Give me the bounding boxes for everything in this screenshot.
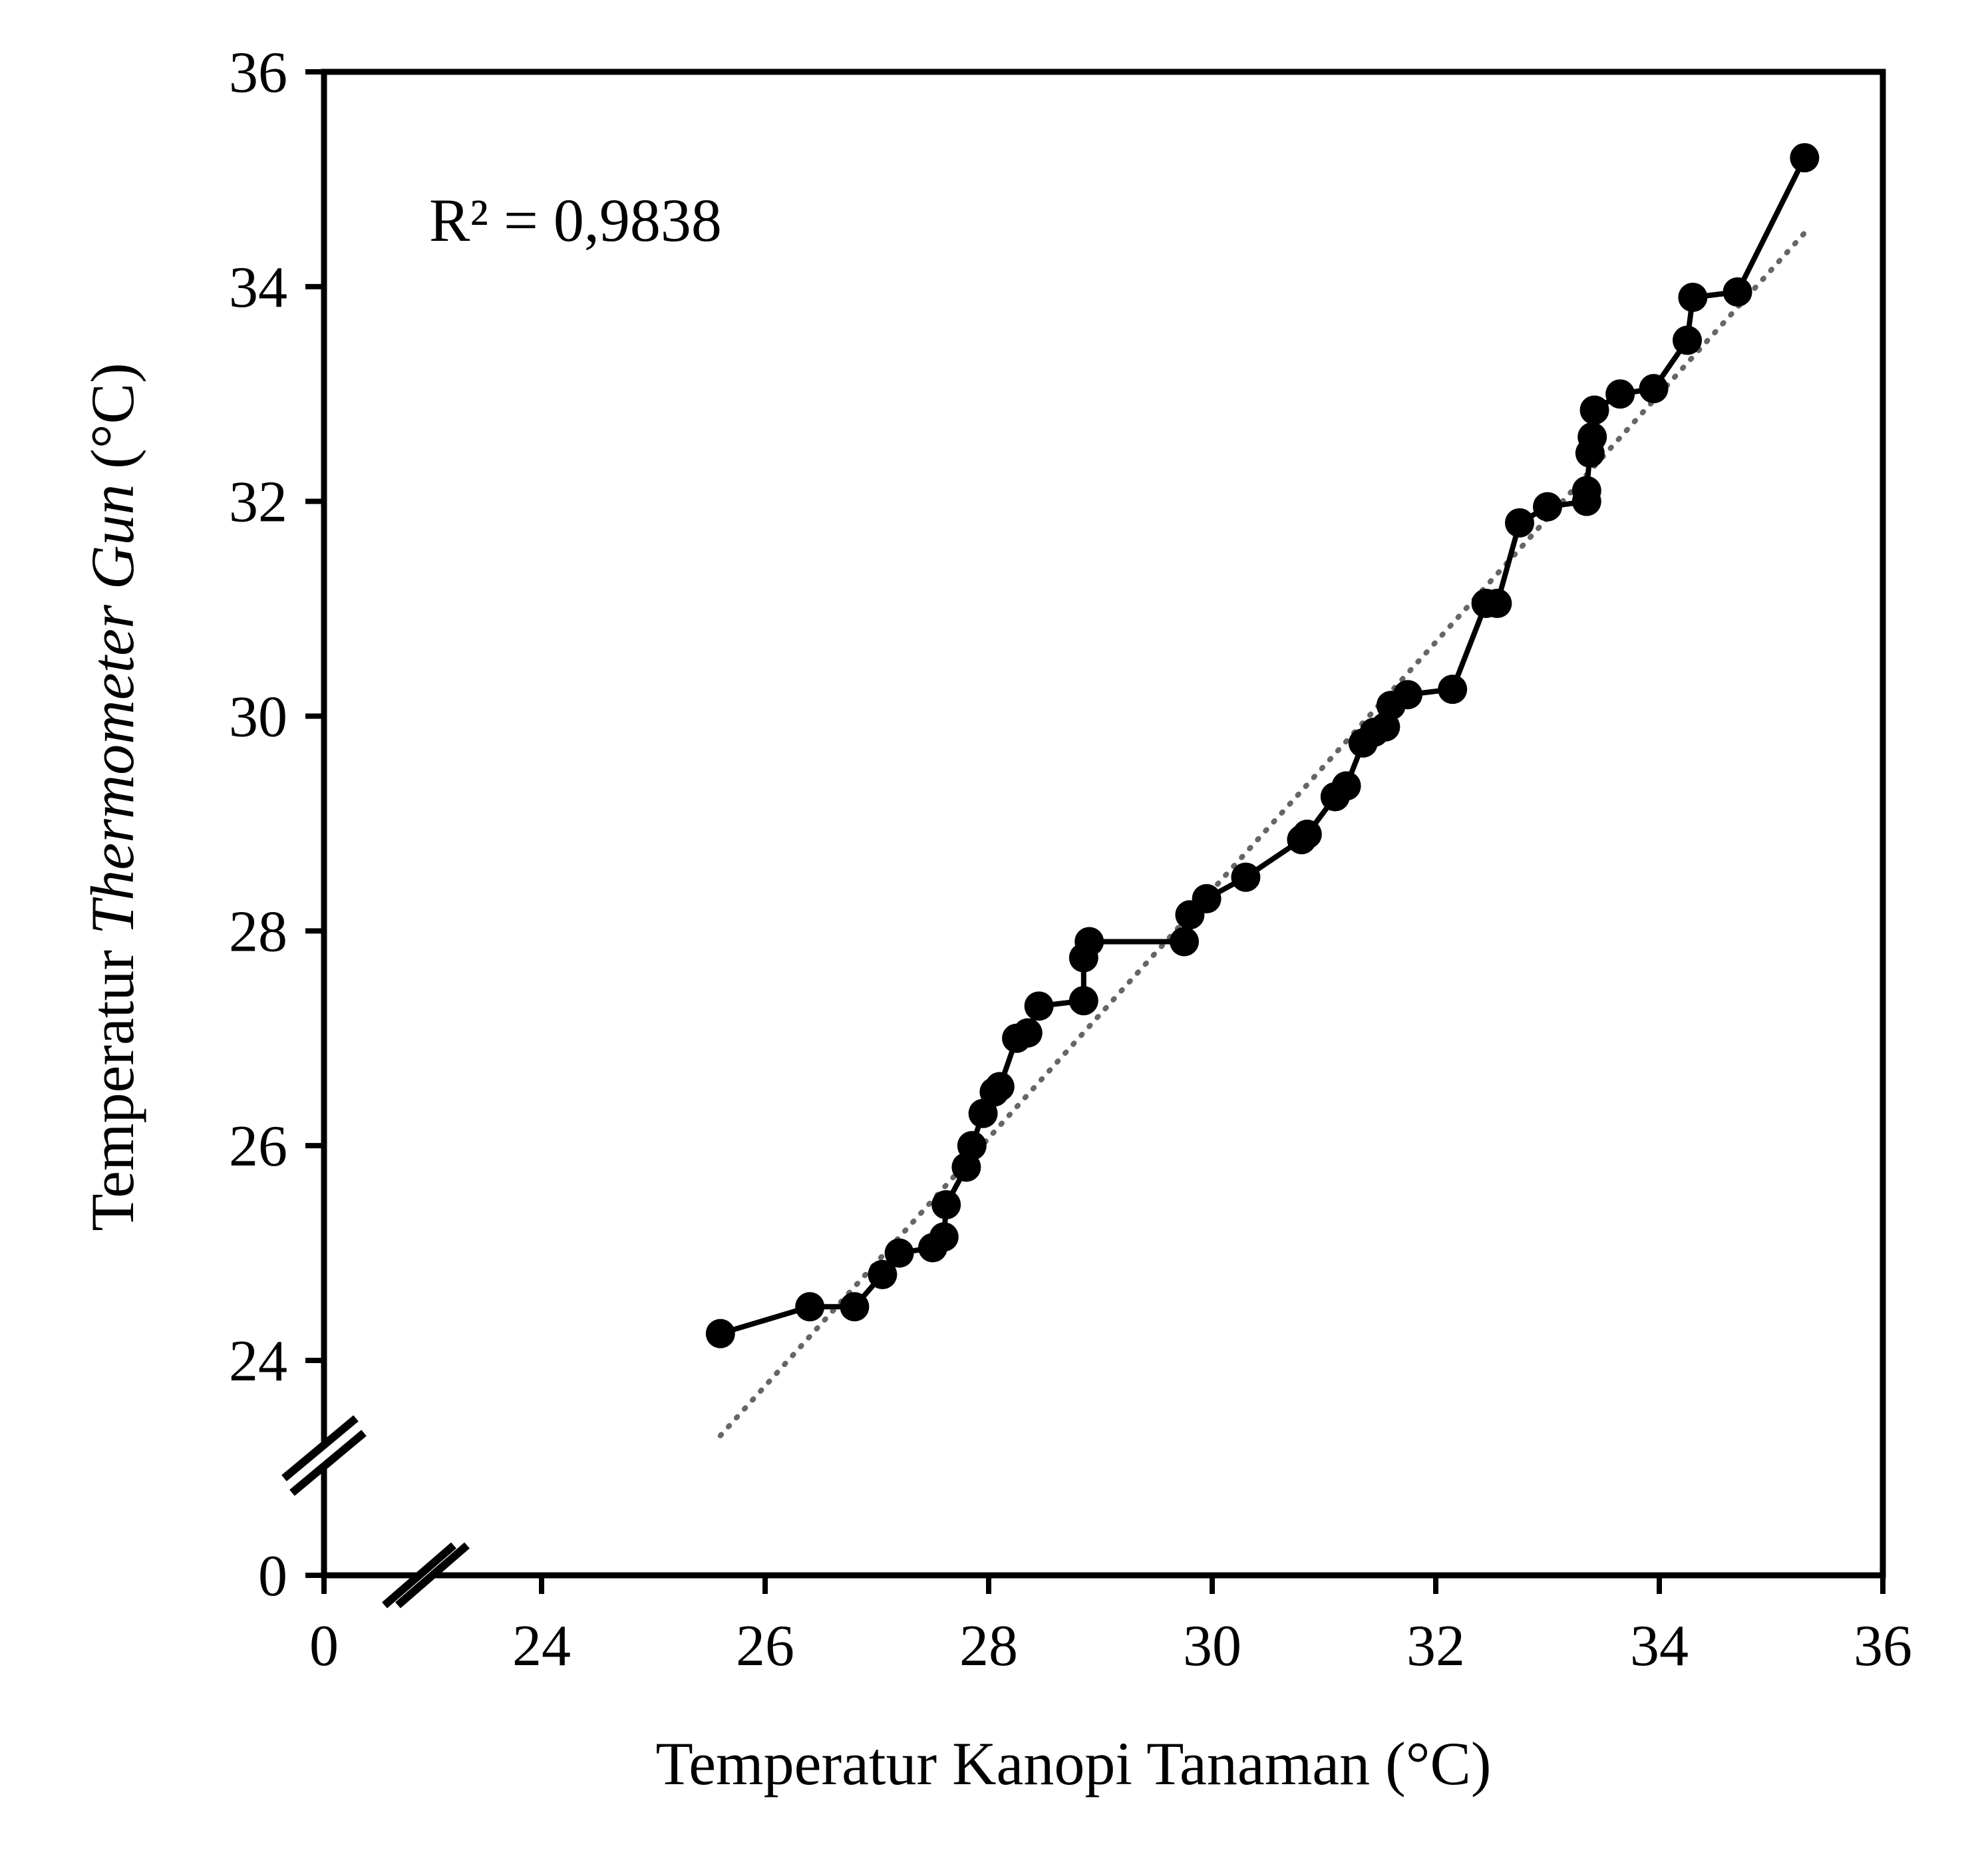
y-axis-break-mark xyxy=(281,1415,359,1482)
y-tick-label: 32 xyxy=(229,470,287,535)
x-axis-break-mask xyxy=(385,1539,467,1612)
data-point xyxy=(884,1238,914,1268)
x-axis-title: Temperatur Kanopi Tanaman (°C) xyxy=(655,1730,1491,1798)
data-point xyxy=(1170,927,1199,957)
data-point xyxy=(1673,325,1702,355)
y-tick-label: 36 xyxy=(229,41,287,105)
x-axis-break-mark xyxy=(382,1542,456,1609)
x-tick-label: 0 xyxy=(309,1614,339,1678)
y-axis-break-mask xyxy=(283,1418,365,1491)
data-point xyxy=(1231,862,1261,892)
data-point xyxy=(1533,492,1562,522)
plot-frame xyxy=(321,69,1886,1579)
data-point xyxy=(840,1292,870,1322)
data-point xyxy=(1192,883,1222,913)
data-point xyxy=(1482,589,1512,619)
data-point xyxy=(705,1319,735,1348)
data-point xyxy=(1068,986,1098,1016)
data-point xyxy=(968,1098,998,1128)
y-tick-label: 30 xyxy=(229,685,287,750)
data-point xyxy=(985,1072,1015,1102)
data-point xyxy=(1790,143,1820,173)
data-point xyxy=(1024,991,1054,1021)
y-axis-title: Temperatur Thermometer Gun (°C) xyxy=(79,363,146,1231)
data-point xyxy=(1723,277,1752,307)
data-point xyxy=(1605,379,1635,409)
y-tick-label: 26 xyxy=(229,1114,287,1179)
x-tick-label: 34 xyxy=(1630,1614,1689,1678)
x-tick-label: 36 xyxy=(1854,1614,1912,1678)
data-point xyxy=(1074,927,1104,957)
data-point xyxy=(1571,476,1601,506)
data-point xyxy=(1577,422,1607,452)
r-squared-annotation: R² = 0,9838 xyxy=(429,186,722,254)
data-point xyxy=(1639,374,1669,404)
data-point xyxy=(931,1189,961,1219)
x-tick-label: 30 xyxy=(1183,1614,1241,1678)
x-axis-break-mark xyxy=(395,1542,470,1609)
data-point xyxy=(1678,282,1708,312)
data-point xyxy=(1292,820,1322,850)
y-axis-break-mark xyxy=(289,1430,367,1496)
y-tick-label: 24 xyxy=(229,1329,287,1394)
y-tick-label: 0 xyxy=(258,1544,287,1609)
data-point xyxy=(795,1292,825,1322)
x-tick-label: 28 xyxy=(959,1614,1018,1678)
x-tick-label: 26 xyxy=(736,1614,794,1678)
x-tick-label: 24 xyxy=(512,1614,571,1678)
data-point xyxy=(957,1131,987,1161)
y-tick-label: 34 xyxy=(229,255,287,320)
data-point xyxy=(1438,675,1468,704)
data-point xyxy=(1013,1018,1043,1048)
data-point xyxy=(1505,508,1534,538)
data-point xyxy=(1393,680,1422,710)
data-point xyxy=(868,1259,898,1289)
x-tick-label: 32 xyxy=(1406,1614,1465,1678)
data-point xyxy=(1331,771,1361,801)
data-point xyxy=(929,1222,959,1252)
y-tick-label: 28 xyxy=(229,899,287,964)
data-point xyxy=(1579,395,1609,425)
